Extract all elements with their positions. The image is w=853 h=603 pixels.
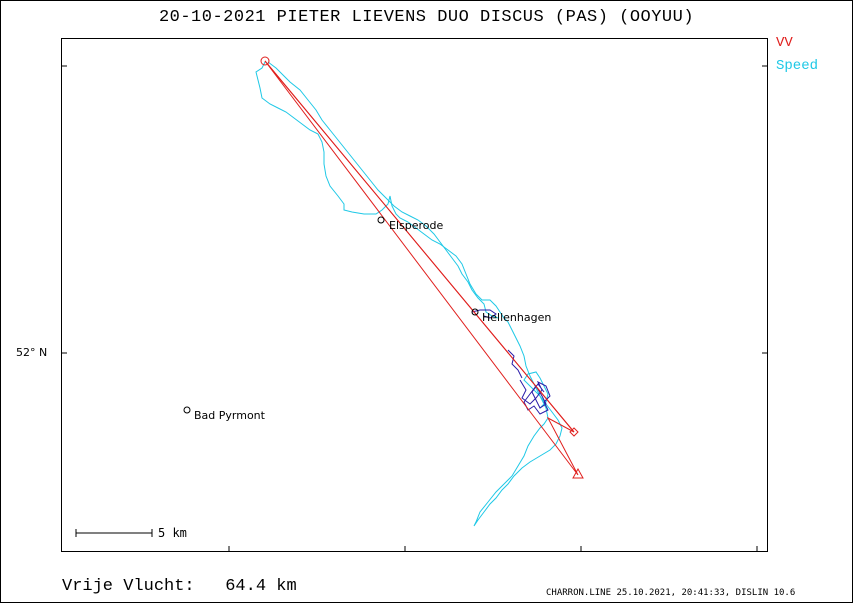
distance-label: Vrije Vlucht: [62, 577, 195, 596]
thermal-cluster-3 [507, 349, 523, 379]
flight-track [255, 61, 563, 527]
place-label-bad-pyrmont: Bad Pyrmont [194, 409, 265, 422]
legend-speed: Speed [776, 58, 819, 74]
task-leg [264, 60, 575, 433]
footer-info: CHARRON.LINE 25.10.2021, 20:41:33, DISLI… [546, 588, 796, 598]
start-point-marker [260, 56, 270, 66]
scale-bar-label: 5 km [158, 526, 187, 540]
distance-summary: Vrije Vlucht: 64.4 km [62, 577, 297, 596]
place-marker-elsperode [377, 216, 385, 224]
map-frame [61, 38, 768, 552]
thermal-cluster-2 [471, 309, 497, 319]
finish-point-marker [572, 467, 584, 479]
legend-vv: VV [776, 35, 793, 51]
place-label-elsperode: Elsperode [389, 219, 444, 232]
scale-bar [75, 529, 153, 537]
place-marker-bad-pyrmont [183, 406, 191, 414]
axis-ticks [61, 65, 768, 552]
turnpoint-marker [569, 427, 579, 437]
thermal-cluster [519, 379, 551, 415]
flight-track-upper [267, 61, 499, 319]
place-label-hellenhagen: Hellenhagen [482, 311, 552, 324]
latitude-label: 52° N [16, 346, 48, 359]
task-route [264, 60, 579, 476]
plot-title: 20-10-2021 PIETER LIEVENS DUO DISCUS (PA… [158, 8, 695, 27]
place-marker-hellenhagen [471, 308, 479, 316]
distance-value: 64.4 km [225, 577, 297, 596]
